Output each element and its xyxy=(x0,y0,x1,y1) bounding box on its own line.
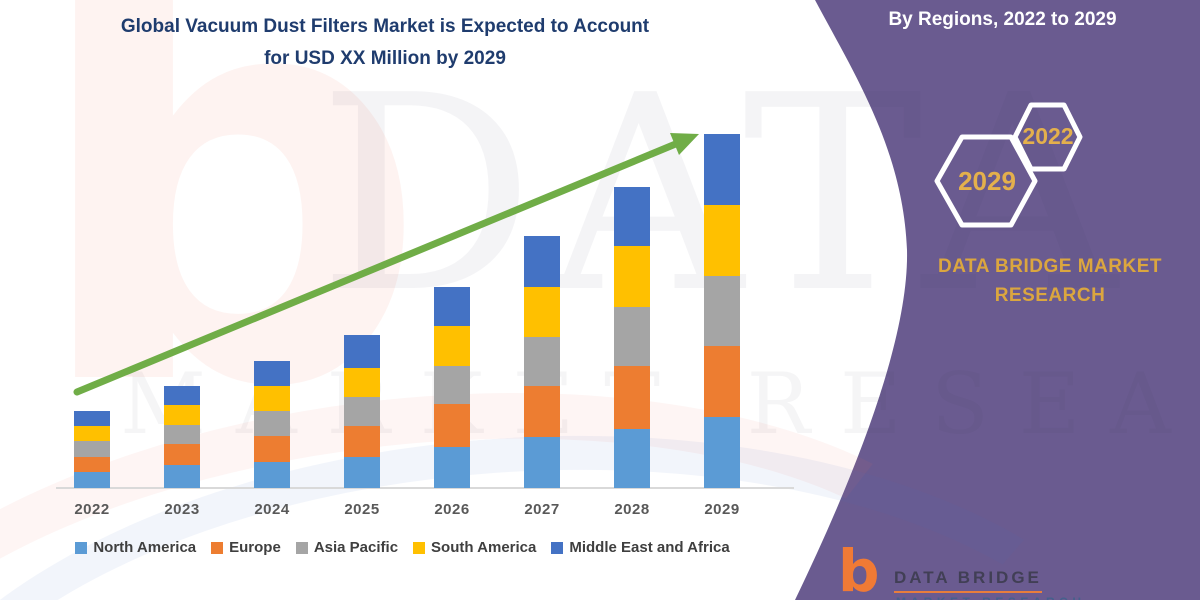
legend-item-north-america: North America xyxy=(75,539,196,556)
bar-segment-2029-middle-east-and-africa xyxy=(704,134,740,205)
bar-segment-2027-south-america xyxy=(524,287,560,337)
legend-item-south-america: South America xyxy=(413,539,536,556)
footer-logo-name: DATA BRIDGE xyxy=(894,568,1042,593)
legend-label-middle-east-and-africa: Middle East and Africa xyxy=(569,539,730,556)
footer-logo-b-icon: b xyxy=(838,537,880,600)
bar-segment-2028-north-america xyxy=(614,429,650,488)
legend-swatch-asia-pacific xyxy=(295,541,308,554)
bar-segment-2022-europe xyxy=(74,457,110,472)
bar-segment-2022-north-america xyxy=(74,472,110,488)
bar-segment-2029-europe xyxy=(704,346,740,417)
x-label-2029: 2029 xyxy=(704,501,740,518)
panel-heading: By Regions, 2022 to 2029 xyxy=(888,9,1117,30)
x-axis-line xyxy=(56,487,794,489)
bar-2024 xyxy=(254,361,290,488)
bar-segment-2024-europe xyxy=(254,436,290,462)
legend-swatch-south-america xyxy=(413,541,426,554)
bar-2025 xyxy=(344,335,380,488)
bar-segment-2026-south-america xyxy=(434,326,470,366)
bar-segment-2024-middle-east-and-africa xyxy=(254,361,290,386)
bar-2029 xyxy=(704,134,740,488)
bar-segment-2025-middle-east-and-africa xyxy=(344,335,380,368)
bar-segment-2027-asia-pacific xyxy=(524,337,560,386)
bar-2022 xyxy=(74,411,110,488)
x-label-2026: 2026 xyxy=(434,501,470,518)
bar-segment-2022-south-america xyxy=(74,426,110,441)
bar-segment-2026-asia-pacific xyxy=(434,366,470,404)
hexagon-2029-label: 2029 xyxy=(958,166,1016,196)
legend-item-asia-pacific: Asia Pacific xyxy=(295,539,399,556)
legend-label-europe: Europe xyxy=(229,539,281,556)
legend-label-north-america: North America xyxy=(93,539,197,556)
legend-swatch-north-america xyxy=(75,541,88,554)
chart-title-line2: for USD XX Million by 2029 xyxy=(264,48,506,69)
bar-segment-2029-south-america xyxy=(704,205,740,276)
bar-segment-2026-north-america xyxy=(434,447,470,488)
legend-item-middle-east-and-africa: Middle East and Africa xyxy=(551,539,730,556)
bar-2026 xyxy=(434,287,470,488)
bar-segment-2028-asia-pacific xyxy=(614,307,650,366)
bar-2027 xyxy=(524,236,560,488)
x-label-2024: 2024 xyxy=(254,501,290,518)
legend-label-south-america: South America xyxy=(431,539,537,556)
bar-segment-2022-middle-east-and-africa xyxy=(74,411,110,426)
bar-segment-2027-europe xyxy=(524,386,560,437)
bar-segment-2028-south-america xyxy=(614,246,650,307)
footer-logo-subtitle: MARKET RESEARCH xyxy=(896,595,1086,600)
bar-segment-2023-north-america xyxy=(164,465,200,488)
bar-segment-2023-south-america xyxy=(164,405,200,425)
bar-segment-2026-europe xyxy=(434,404,470,447)
chart-legend: North America Europe Asia Pacific South Ame… xyxy=(30,539,775,556)
bar-segment-2025-asia-pacific xyxy=(344,397,380,426)
chart-title: Global Vacuum Dust Filters Market is Exp… xyxy=(60,11,710,75)
x-label-2028: 2028 xyxy=(614,501,650,518)
bar-2028 xyxy=(614,187,650,488)
bar-segment-2025-north-america xyxy=(344,457,380,488)
bar-segment-2023-europe xyxy=(164,444,200,465)
bar-segment-2025-europe xyxy=(344,426,380,457)
brand-text: DATA BRIDGE MARKET RESEARCH xyxy=(938,256,1162,306)
bar-segment-2022-asia-pacific xyxy=(74,441,110,457)
hexagon-2022-label: 2022 xyxy=(1022,123,1074,149)
bar-segment-2026-middle-east-and-africa xyxy=(434,287,470,326)
bar-segment-2028-europe xyxy=(614,366,650,429)
chart-title-line1: Global Vacuum Dust Filters Market is Exp… xyxy=(120,16,650,37)
bar-segment-2028-middle-east-and-africa xyxy=(614,187,650,246)
bar-segment-2029-north-america xyxy=(704,417,740,488)
bar-segment-2024-asia-pacific xyxy=(254,411,290,436)
legend-item-europe: Europe xyxy=(211,539,281,556)
x-label-2022: 2022 xyxy=(74,501,110,518)
bar-segment-2023-middle-east-and-africa xyxy=(164,386,200,405)
bar-segment-2027-north-america xyxy=(524,437,560,488)
legend-swatch-middle-east-and-africa xyxy=(551,541,564,554)
bar-segment-2027-middle-east-and-africa xyxy=(524,236,560,287)
bar-2023 xyxy=(164,386,200,488)
bar-segment-2025-south-america xyxy=(344,368,380,397)
bar-segment-2023-asia-pacific xyxy=(164,425,200,444)
x-label-2023: 2023 xyxy=(164,501,200,518)
bar-segment-2029-asia-pacific xyxy=(704,276,740,346)
purple-panel-shape xyxy=(795,0,1200,600)
x-label-2027: 2027 xyxy=(524,501,560,518)
footer-logo: b DATA BRIDGE MARKET RESEARCH xyxy=(837,542,1168,600)
x-label-2025: 2025 xyxy=(344,501,380,518)
legend-swatch-europe xyxy=(211,541,224,554)
bar-segment-2024-south-america xyxy=(254,386,290,411)
legend-label-asia-pacific: Asia Pacific xyxy=(313,539,399,556)
bar-segment-2024-north-america xyxy=(254,462,290,488)
